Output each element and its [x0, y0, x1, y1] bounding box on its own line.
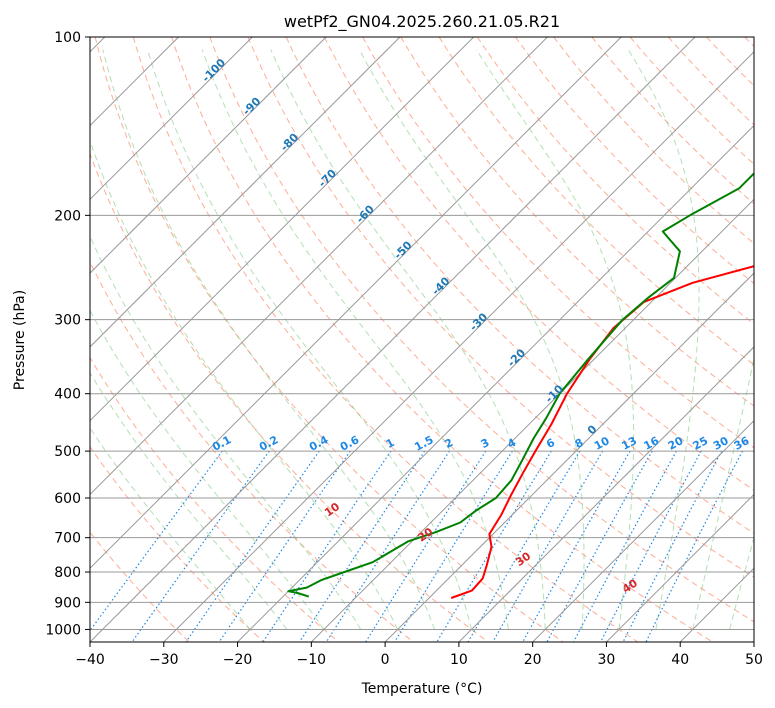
background-lines: [90, 37, 754, 642]
moist-adiabat-line: [90, 309, 325, 630]
isotherm-line: [90, 37, 696, 642]
moist-adiabat-line: [729, 535, 754, 630]
dry-adiabat-line: [209, 37, 754, 623]
dry-adiabat-line: [90, 531, 190, 642]
x-tick-label: 10: [450, 652, 468, 668]
dry-adiabat-line: [285, 37, 754, 534]
mixing-ratio-line: [436, 450, 552, 642]
mixing-ratio-label: 20: [666, 434, 686, 453]
dry-adiabat-line: [132, 37, 639, 642]
y-tick-label: 400: [54, 387, 81, 403]
dry-adiabat-line: [247, 37, 754, 578]
isotherm-line: [90, 37, 622, 569]
plot-frame: [89, 36, 755, 643]
dry-adiabat-line: [438, 37, 754, 366]
x-tick-label: −20: [223, 652, 253, 668]
mixing-ratio-line: [90, 450, 223, 632]
dry-adiabat-line: [90, 445, 265, 642]
y-axis-ticks: 100 200 300 400 500 600 700 800 900 1000: [45, 30, 90, 638]
dry-adiabat-line: [90, 356, 339, 642]
y-tick-label: 300: [54, 313, 81, 329]
x-tick-label: 40: [671, 652, 689, 668]
mixing-ratio-label: 25: [691, 434, 711, 453]
isotherm-line: [237, 124, 754, 642]
dewpoint-line: [287, 172, 754, 598]
isotherm-line: [163, 51, 754, 642]
x-tick-label: 50: [745, 652, 763, 668]
moist-adiabat-line: [90, 235, 362, 630]
x-tick-label: 0: [381, 652, 390, 668]
mixing-ratio-line: [546, 450, 653, 642]
mixing-ratio-label: 16: [642, 434, 662, 453]
x-tick-label: −40: [75, 652, 105, 668]
mixing-ratio-line: [218, 450, 351, 642]
mixing-ratio-line: [394, 450, 513, 642]
mixing-ratio-line: [131, 450, 270, 642]
y-tick-label: 900: [54, 595, 81, 611]
y-tick-label: 1000: [45, 622, 81, 638]
dry-adiabat-line: [94, 37, 564, 642]
isotherm-line: [753, 641, 754, 642]
isotherm-line: [458, 346, 754, 642]
isotherm-line: [90, 37, 475, 422]
mixing-ratio-label: 36: [732, 434, 752, 453]
dry-adiabat-line: [400, 37, 754, 407]
dry-adiabat-line: [591, 37, 754, 205]
mixing-ratio-line: [365, 450, 487, 642]
mixing-ratio-label: 10: [592, 434, 612, 453]
mixing-ratio-line: [185, 450, 320, 642]
isotherm-line: [606, 493, 754, 642]
mixing-ratio-line: [325, 450, 451, 642]
mixing-ratio-line: [622, 450, 723, 642]
moist-adiabat-line: [270, 49, 546, 630]
moist-adiabat-line: [90, 371, 288, 630]
y-tick-label: 600: [54, 491, 81, 507]
mixing-ratio-line: [600, 450, 702, 642]
profile-series: [287, 172, 754, 599]
mixing-ratio-line: [645, 450, 744, 642]
plot-background: [90, 37, 754, 642]
moist-adiabat-line: [102, 49, 436, 630]
y-tick-label: 700: [54, 531, 81, 547]
isotherm-line: [90, 37, 401, 348]
dry-adiabat-line: [171, 37, 713, 642]
dry-adiabat-line: [553, 37, 754, 245]
isotherm-line: [532, 419, 754, 642]
x-axis-label: Temperature (°C): [361, 681, 483, 697]
moist-adiabat-line: [201, 49, 509, 630]
y-tick-label: 800: [54, 565, 81, 581]
x-tick-label: −30: [149, 652, 179, 668]
moist-adiabat-line: [475, 49, 635, 630]
x-tick-label: 20: [524, 652, 542, 668]
isotherm-line: [384, 272, 754, 642]
x-axis-ticks: −40 −30 −20 −10 0 10 20 30 40 50: [75, 642, 763, 668]
y-axis-label: Pressure (hPa): [12, 290, 28, 390]
temperature-line: [450, 265, 754, 599]
y-tick-label: 500: [54, 444, 81, 460]
mixing-ratio-line: [299, 450, 426, 642]
x-tick-label: −10: [297, 652, 327, 668]
isotherm-line: [310, 198, 754, 642]
dry-adiabat-line: [90, 260, 414, 642]
mixing-ratio-line: [572, 450, 677, 642]
y-tick-label: 100: [54, 30, 81, 46]
dry-adiabat-line: [362, 37, 754, 449]
moist-adiabat-line: [90, 139, 399, 630]
isotherm-line: [90, 37, 548, 496]
mixing-ratio-label: 30: [711, 434, 731, 453]
mixing-ratio-label: 13: [619, 434, 639, 453]
moist-adiabat-line: [627, 49, 700, 630]
mixing-ratio-line: [522, 450, 631, 642]
moist-adiabat-line: [692, 356, 754, 630]
x-tick-label: 30: [598, 652, 616, 668]
moist-adiabat-line: [90, 427, 251, 630]
isotherm-line: [90, 37, 253, 201]
isotherm-line: [90, 37, 327, 274]
moist-adiabat-line: [358, 49, 585, 630]
moist-adiabat-line: [147, 49, 472, 630]
y-tick-label: 200: [54, 208, 81, 224]
chart-title: wetPf2_GN04.2025.260.21.05.R21: [284, 12, 560, 32]
